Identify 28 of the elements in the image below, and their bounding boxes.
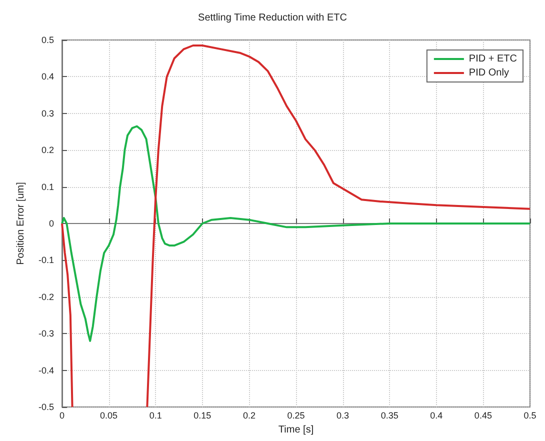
x-tick-label: 0 <box>59 410 65 420</box>
x-tick-label: 0.25 <box>287 410 305 420</box>
x-tick-label: 0.05 <box>100 410 118 420</box>
line-series <box>61 125 531 342</box>
legend-label: PID + ETC <box>468 54 518 64</box>
x-tick-label: 0.1 <box>149 410 162 420</box>
y-tick-label: -0.1 <box>38 255 54 266</box>
x-tick-label: 0.2 <box>242 410 256 420</box>
x-tick-label: 0.4 <box>430 410 443 420</box>
y-tick-label: 0.3 <box>41 108 54 118</box>
x-tick-label: 0.3 <box>336 410 350 420</box>
y-tick-label: 0.1 <box>41 182 54 192</box>
y-tick-label: 0.5 <box>41 35 54 45</box>
x-axis-title: Time [s] <box>278 424 314 436</box>
x-tick-label: 0.5 <box>524 410 536 420</box>
legend-label: PID Only <box>468 68 509 78</box>
y-tick-label: -0.5 <box>38 402 54 412</box>
y-tick-label: -0.4 <box>38 365 54 376</box>
x-tick-label: 0.45 <box>474 410 492 420</box>
x-tick-label: 0.35 <box>380 410 398 420</box>
y-tick-label: 0.2 <box>41 145 54 156</box>
x-tick-label: 0.15 <box>194 410 212 420</box>
y-tick-label: -0.3 <box>38 328 54 339</box>
chart-title: Settling Time Reduction with ETC <box>198 12 347 24</box>
y-axis-title: Position Error [um] <box>16 182 26 265</box>
y-tick-label: -0.2 <box>38 292 54 302</box>
y-tick-label: 0 <box>48 218 54 228</box>
y-tick-label: 0.4 <box>41 72 54 82</box>
